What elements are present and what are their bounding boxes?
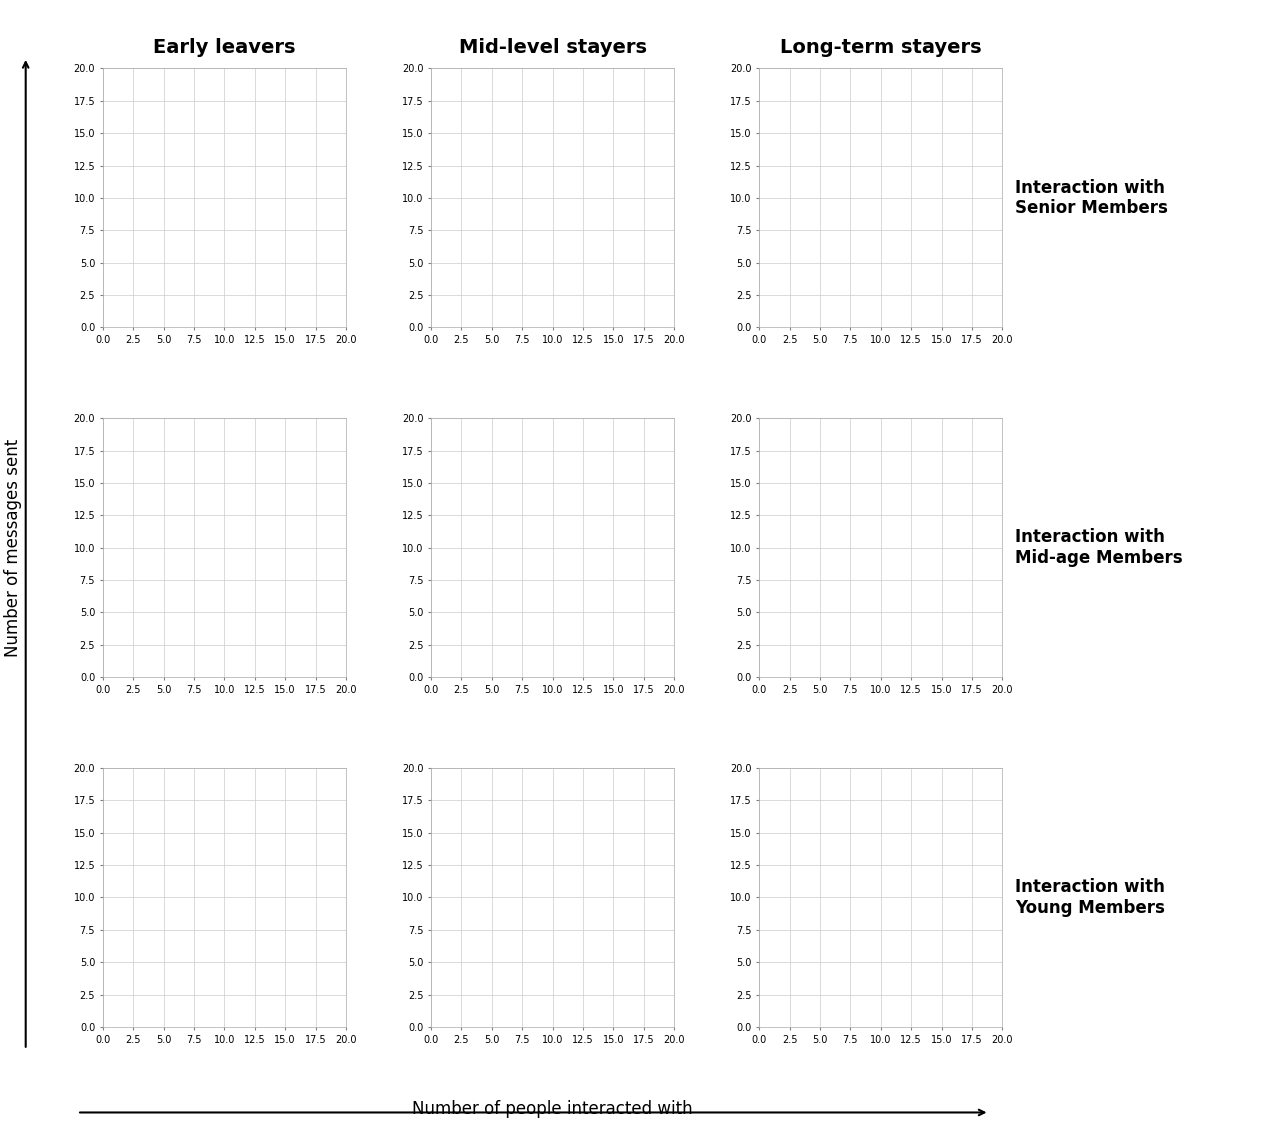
- Text: Number of people interacted with: Number of people interacted with: [412, 1100, 693, 1118]
- Text: Mid-level stayers: Mid-level stayers: [459, 38, 646, 57]
- Text: Interaction with
Senior Members: Interaction with Senior Members: [1015, 179, 1168, 218]
- Text: Long-term stayers: Long-term stayers: [780, 38, 982, 57]
- Text: Interaction with
Mid-age Members: Interaction with Mid-age Members: [1015, 528, 1182, 567]
- Text: Interaction with
Young Members: Interaction with Young Members: [1015, 877, 1165, 916]
- Text: Early leavers: Early leavers: [153, 38, 296, 57]
- Text: Number of messages sent: Number of messages sent: [4, 438, 22, 657]
